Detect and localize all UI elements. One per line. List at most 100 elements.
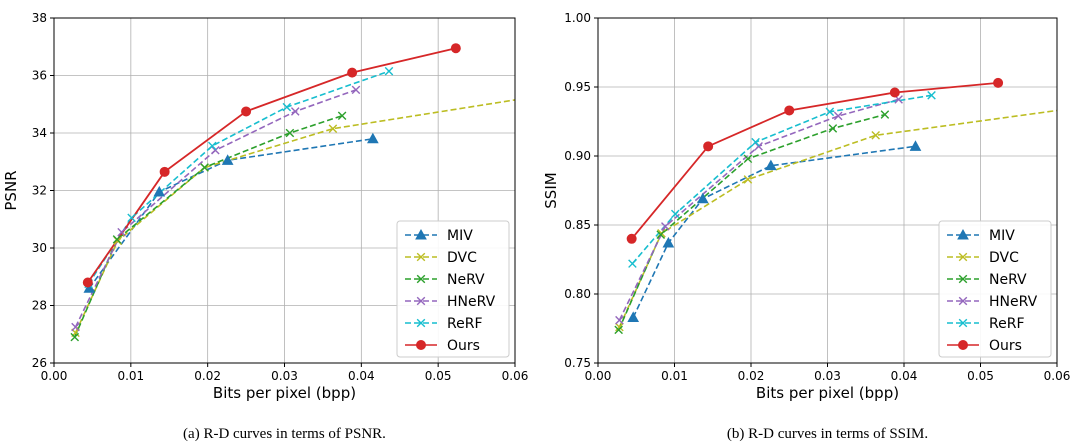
- ssim-ours-point: [889, 87, 900, 98]
- psnr-legend-hnerv-label: HNeRV: [447, 294, 496, 310]
- ssim-rerf-point: [927, 90, 936, 100]
- ssim-legend-rerf-label: ReRF: [989, 316, 1025, 332]
- psnr-y-tick-label: 26: [32, 356, 47, 370]
- psnr-miv-point: [221, 154, 234, 165]
- ssim-legend-hnerv-label: HNeRV: [989, 294, 1038, 310]
- ssim-x-axis-label: Bits per pixel (bpp): [756, 384, 899, 402]
- ssim-dvc-point: [743, 175, 753, 184]
- ssim-nerv-point: [614, 325, 623, 335]
- ssim-rerf-point: [628, 259, 637, 268]
- ssim-miv-point: [909, 140, 922, 151]
- psnr-legend-miv-label: MIV: [447, 228, 473, 244]
- psnr-x-tick-label: 0.03: [271, 369, 298, 383]
- psnr-ours-point: [241, 106, 252, 117]
- psnr-ours-point: [159, 166, 170, 177]
- psnr-rerf-point: [384, 66, 394, 76]
- ssim-legend-nerv-label: NeRV: [989, 272, 1027, 288]
- ssim-hnerv-point: [615, 315, 624, 325]
- ssim-axes-frame: [597, 17, 1058, 364]
- ssim-y-axis-label: SSIM: [542, 172, 560, 208]
- psnr-x-tick-label: 0.00: [41, 369, 68, 383]
- psnr-axes-frame: [53, 17, 516, 364]
- psnr-nerv-point: [285, 128, 295, 138]
- psnr-x-axis-label: Bits per pixel (bpp): [213, 384, 356, 402]
- ssim-y-tick-label: 0.80: [564, 287, 591, 301]
- ssim-plot-area: [614, 77, 1057, 335]
- ssim-x-tick-label: 0.02: [738, 369, 765, 383]
- psnr-x-tick-label: 0.05: [425, 369, 452, 383]
- ssim-nerv-series-line: [617, 113, 886, 331]
- psnr-y-tick-label: 34: [32, 126, 47, 140]
- ssim-rerf-series-line: [631, 94, 932, 265]
- ssim-legend-ours-marker: [958, 340, 968, 350]
- ssim-legend-miv-label: MIV: [989, 228, 1015, 244]
- psnr-legend-nerv-label: NeRV: [447, 272, 485, 288]
- psnr-nerv-point: [70, 332, 80, 342]
- psnr-rerf-point: [282, 102, 292, 112]
- psnr-nerv-point: [337, 111, 347, 121]
- psnr-legend-hnerv-marker: [416, 296, 426, 306]
- psnr-rerf-series-line: [87, 70, 390, 285]
- ssim-rerf-point: [670, 209, 680, 219]
- psnr-hnerv-point: [211, 145, 220, 155]
- ssim-legend-dvc-label: DVC: [989, 250, 1019, 266]
- psnr-legend-ours-marker: [416, 340, 426, 350]
- ssim-x-tick-label: 0.04: [891, 369, 918, 383]
- ssim-caption: (b) R-D curves in terms of SSIM.: [727, 426, 928, 442]
- ssim-hnerv-point: [754, 142, 763, 151]
- psnr-nerv-point: [200, 163, 209, 172]
- psnr-dvc-point: [328, 124, 338, 133]
- psnr-hnerv-point: [71, 322, 80, 332]
- ssim-y-tick-label: 0.85: [564, 218, 591, 232]
- psnr-y-tick-label: 28: [32, 299, 47, 313]
- ssim-nerv-point: [828, 124, 838, 133]
- psnr-miv-point: [153, 185, 166, 197]
- psnr-x-tick-label: 0.04: [348, 369, 375, 383]
- ssim-y-tick-label: 0.90: [564, 149, 591, 163]
- psnr-miv-point: [367, 132, 379, 144]
- psnr-dvc-series-line: [74, 99, 515, 334]
- psnr-y-tick-label: 38: [32, 11, 47, 25]
- psnr-legend-rerf-label: ReRF: [447, 316, 483, 332]
- ssim-dvc-point: [615, 322, 624, 332]
- psnr-hnerv-point: [351, 85, 361, 95]
- psnr-y-tick-label: 36: [32, 69, 47, 83]
- ssim-miv-series-line: [632, 145, 916, 318]
- psnr-y-ticks: 26 28 30 32 34 36 38: [32, 11, 54, 370]
- ssim-legend-ours-label: Ours: [989, 338, 1022, 354]
- ssim-hnerv-point: [833, 111, 843, 121]
- psnr-y-axis-label: PSNR: [2, 170, 20, 210]
- ssim-dvc-point: [871, 131, 880, 140]
- ssim-rerf-point: [751, 137, 760, 147]
- ssim-x-tick-label: 0.01: [661, 369, 688, 383]
- ssim-x-ticks: 0.00 0.01 0.02 0.03 0.04 0.05 0.06: [585, 363, 1071, 383]
- ssim-hnerv-series-line: [618, 98, 899, 321]
- ssim-miv-point: [662, 236, 675, 248]
- ssim-hnerv-point: [661, 222, 670, 231]
- ssim-miv-point: [627, 311, 640, 322]
- psnr-legend-nerv-marker: [416, 274, 426, 284]
- ssim-miv-point: [696, 192, 709, 204]
- psnr-hnerv-point: [290, 107, 300, 116]
- ssim-miv-point: [765, 159, 777, 171]
- ssim-y-tick-label: 0.95: [564, 80, 591, 94]
- ssim-legend-hnerv-marker: [958, 296, 968, 306]
- ssim-dvc-series-line: [618, 109, 1057, 328]
- psnr-legend-dvc-marker: [416, 252, 426, 262]
- psnr-ours-point: [347, 67, 358, 78]
- ssim-rerf-point: [825, 107, 835, 117]
- psnr-ours-point: [82, 277, 93, 288]
- psnr-legend: MIV DVC NeRV HNeRV ReRF Ours: [396, 220, 510, 358]
- ssim-x-tick-label: 0.06: [1044, 369, 1071, 383]
- psnr-hnerv-point: [117, 227, 126, 237]
- psnr-legend-dvc-label: DVC: [447, 250, 477, 266]
- ssim-nerv-point: [880, 110, 890, 119]
- psnr-ours-point: [450, 43, 461, 54]
- ssim-x-tick-label: 0.05: [967, 369, 994, 383]
- ssim-x-tick-label: 0.00: [585, 369, 612, 383]
- psnr-y-tick-label: 30: [32, 241, 47, 255]
- psnr-chart-panel: 0.00 0.01 0.02 0.03 0.04 0.05 0.06 26 28 30 32 34 3…: [2, 11, 528, 442]
- ssim-legend-nerv-marker: [958, 274, 968, 284]
- psnr-x-tick-label: 0.06: [502, 369, 529, 383]
